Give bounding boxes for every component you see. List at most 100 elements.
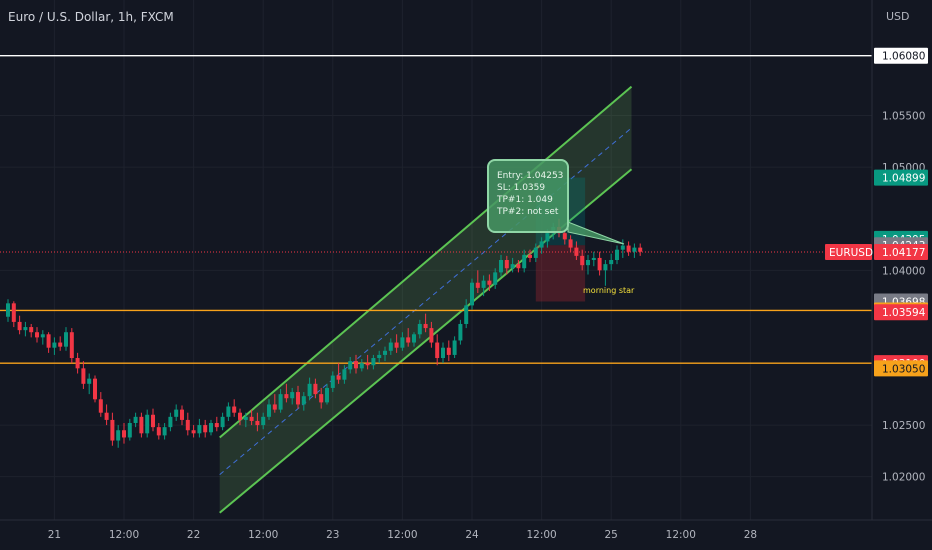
price-tag-label: 1.03050 bbox=[882, 363, 925, 375]
candle-body bbox=[464, 305, 469, 324]
candle-body bbox=[232, 406, 237, 413]
candle-body bbox=[203, 425, 208, 433]
time-tick-label: 12:00 bbox=[109, 529, 139, 541]
candle-body bbox=[278, 394, 283, 410]
candle-body bbox=[638, 247, 643, 252]
candle-body bbox=[481, 280, 486, 288]
candle-body bbox=[574, 247, 579, 256]
price-axis-tags: 1.060801.048991.043051.042431.041771.036… bbox=[825, 47, 928, 377]
candle-body bbox=[458, 323, 463, 341]
time-tick-label: 12:00 bbox=[387, 529, 417, 541]
time-axis[interactable] bbox=[0, 520, 932, 550]
candle-body bbox=[603, 264, 608, 271]
candle-body bbox=[591, 257, 596, 260]
candle-body bbox=[209, 423, 213, 433]
price-tag-label: 1.03594 bbox=[882, 307, 926, 319]
candle-body bbox=[162, 427, 167, 436]
horizontal-lines[interactable] bbox=[0, 55, 872, 364]
candle-body bbox=[533, 247, 538, 258]
candle-body bbox=[510, 264, 515, 269]
candle-body bbox=[116, 430, 121, 441]
price-tag-label: 1.04899 bbox=[882, 173, 925, 185]
candle-body bbox=[29, 327, 34, 333]
candle-body bbox=[185, 419, 190, 431]
candle-body bbox=[214, 423, 219, 428]
candle-body bbox=[446, 347, 451, 355]
trade-note-callout[interactable]: Entry: 1.04253 SL: 1.0359 TP#1: 1.049 TP… bbox=[487, 159, 569, 233]
candle-body bbox=[296, 392, 300, 405]
time-tick-label: 12:00 bbox=[666, 529, 696, 541]
chart-grid bbox=[0, 0, 872, 520]
candle-body bbox=[354, 361, 358, 369]
candle-body bbox=[313, 383, 318, 395]
candle-body bbox=[499, 260, 503, 273]
price-tick-label: 1.02500 bbox=[882, 420, 925, 432]
candle-body bbox=[377, 354, 382, 359]
candle-body bbox=[522, 254, 527, 269]
candle-body bbox=[290, 392, 295, 399]
candle-body bbox=[35, 332, 39, 338]
time-tick-label: 25 bbox=[605, 529, 618, 541]
trade-note-tp2: TP#2: not set bbox=[497, 207, 559, 217]
pattern-label[interactable]: morning star bbox=[583, 286, 635, 295]
candle-body bbox=[284, 394, 289, 399]
candle-body bbox=[319, 394, 324, 403]
candle-body bbox=[174, 409, 179, 417]
candle-body bbox=[139, 416, 144, 434]
candle-body bbox=[307, 383, 312, 397]
candle-body bbox=[620, 245, 625, 250]
candle-body bbox=[586, 260, 590, 266]
candle-body bbox=[441, 347, 445, 359]
candle-body bbox=[400, 337, 405, 348]
candle-body bbox=[487, 280, 492, 285]
candle-body bbox=[220, 416, 225, 428]
candle-body bbox=[23, 327, 28, 331]
candle-body bbox=[197, 425, 202, 434]
candle-body bbox=[475, 282, 480, 288]
candle-body bbox=[110, 419, 115, 441]
candle-body bbox=[609, 260, 614, 265]
time-tick-label: 22 bbox=[187, 529, 200, 541]
candle-body bbox=[580, 255, 585, 266]
candle-body bbox=[325, 387, 329, 403]
channel-upper-line bbox=[219, 85, 633, 439]
candle-body bbox=[394, 342, 399, 348]
candle-body bbox=[40, 334, 45, 338]
candle-body bbox=[64, 332, 68, 347]
candle-body bbox=[168, 416, 173, 428]
candle-body bbox=[127, 423, 132, 438]
price-tag-bg bbox=[874, 244, 928, 261]
candlestick-series bbox=[6, 218, 643, 448]
candle-body bbox=[359, 363, 364, 369]
candle-body bbox=[597, 257, 602, 271]
chart-title[interactable]: Euro / U.S. Dollar, 1h, FXCM bbox=[8, 10, 174, 24]
candle-body bbox=[11, 303, 16, 322]
candle-body bbox=[348, 361, 353, 370]
price-tag-bg bbox=[874, 169, 928, 186]
candle-body bbox=[412, 334, 416, 343]
axis-currency-label[interactable]: USD bbox=[886, 10, 910, 23]
candle-body bbox=[272, 404, 277, 410]
candle-body bbox=[626, 245, 631, 252]
price-tick-label: 1.05500 bbox=[882, 111, 925, 123]
candle-body bbox=[383, 350, 387, 355]
time-tick-label: 24 bbox=[465, 529, 479, 541]
time-tick-label: 21 bbox=[48, 529, 61, 541]
candle-body bbox=[6, 303, 10, 317]
candle-body bbox=[180, 409, 184, 420]
time-tick-label: 28 bbox=[744, 529, 757, 541]
candle-body bbox=[249, 416, 254, 421]
candle-body bbox=[632, 247, 637, 252]
candle-body bbox=[156, 427, 161, 436]
candle-body bbox=[98, 399, 103, 413]
candle-body bbox=[46, 334, 51, 348]
trade-note-entry: Entry: 1.04253 bbox=[497, 171, 564, 181]
candle-body bbox=[87, 378, 92, 384]
candle-body bbox=[238, 412, 242, 420]
price-tick-label: 1.04000 bbox=[882, 265, 925, 277]
candle-body bbox=[336, 375, 341, 380]
time-axis-ticks: 21 12:00 22 12:00 23 12:00 24 12:00 25 12:00 28 bbox=[48, 529, 757, 541]
